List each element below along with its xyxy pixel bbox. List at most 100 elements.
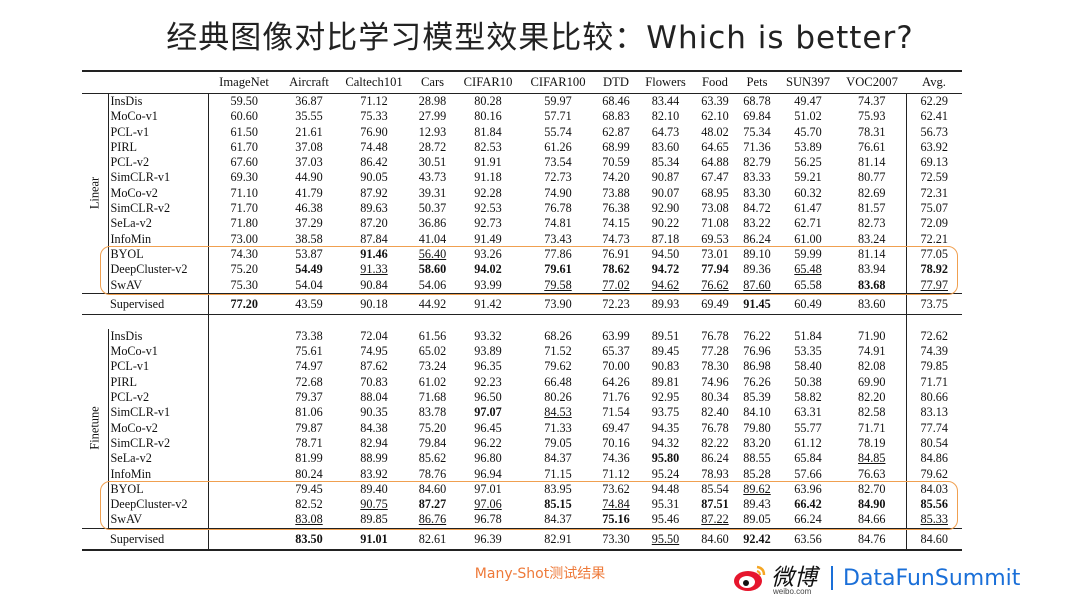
- gap-cell: [838, 314, 906, 329]
- table-cell: 93.26: [474, 246, 502, 261]
- table-cell: 91.46: [360, 246, 388, 261]
- table-cell: 78.92: [905, 262, 962, 278]
- method-name: PCL-v2: [110, 390, 150, 405]
- table-cell: 51.02: [794, 109, 822, 124]
- column-header: CIFAR10: [455, 70, 521, 94]
- method-name: SimCLR-v2: [110, 201, 171, 216]
- table-row: MoCo-v1 75.61 74.95 65.02 93.89 71.52 65.37 89.…: [82, 344, 962, 360]
- table-cell: 75.61: [295, 344, 323, 359]
- table-cell: 76.38: [602, 201, 630, 216]
- table-cell: 95.50: [637, 527, 694, 551]
- supervised-row: Supervised 77.20 43.59 90.18 44.92 91.42 73.90…: [82, 292, 962, 315]
- column-header: DTD: [595, 70, 637, 94]
- table-cell: 75.34: [743, 124, 771, 139]
- table-row: SeLa-v2 81.99 88.99 85.62 96.80 84.37 74.36 95.…: [82, 451, 962, 467]
- table-cell: 73.08: [701, 201, 729, 216]
- table-cell: 85.28: [743, 466, 771, 481]
- header-row: ImageNet Aircraft Caltech101 Cars CIFAR10 CIF…: [82, 70, 962, 94]
- table-cell: 90.75: [360, 497, 388, 512]
- table-cell: 70.59: [602, 155, 630, 170]
- table-cell: 86.76: [418, 512, 447, 527]
- table-cell: 58.40: [794, 359, 822, 374]
- brand-area: 微博 weibo.com DataFunSummit: [733, 560, 1020, 596]
- table-row: PCL-v2 79.37 88.04 71.68 96.50 80.26 71.76 92.9…: [82, 390, 962, 406]
- table-cell: 56.40: [418, 246, 447, 261]
- table-cell: 81.06: [295, 405, 323, 420]
- table-cell: 93.99: [474, 277, 502, 292]
- table-cell: 61.12: [794, 435, 822, 450]
- table-cell: 44.90: [295, 170, 323, 185]
- table-cell: 81.84: [474, 124, 502, 139]
- table-cell: 84.90: [858, 497, 886, 512]
- table-cell: 71.36: [743, 139, 771, 154]
- table-cell: [207, 390, 280, 406]
- table-cell: 78.19: [858, 435, 886, 450]
- table-cell: 39.31: [418, 185, 447, 200]
- table-cell: 59.21: [794, 170, 822, 185]
- table-cell: 80.24: [295, 466, 323, 481]
- table-cell: 72.21: [905, 231, 962, 247]
- table-cell: 68.78: [743, 94, 771, 108]
- table-cell: 77.86: [544, 246, 572, 261]
- table-cell: 73.43: [544, 231, 572, 246]
- table-cell: 78.93: [701, 466, 729, 481]
- table-cell: 96.94: [474, 466, 502, 481]
- table-cell: 61.02: [418, 374, 447, 389]
- table-cell: 74.15: [602, 216, 630, 231]
- table-cell: 83.33: [743, 170, 771, 185]
- table-row: DeepCluster-v2 75.20 54.49 91.33 58.60 94.02 7…: [82, 262, 962, 278]
- table-cell: 89.93: [637, 292, 694, 315]
- method-name: SeLa-v2: [110, 216, 152, 231]
- table-cell: 73.88: [602, 185, 630, 200]
- table-cell: 62.29: [905, 93, 962, 110]
- table-cell: 73.90: [521, 292, 595, 315]
- table-cell: 81.57: [858, 201, 886, 216]
- table-cell: 97.06: [474, 497, 502, 512]
- table-cell: 83.92: [360, 466, 388, 481]
- table-cell: 91.49: [474, 231, 502, 246]
- table-cell: 93.75: [651, 405, 680, 420]
- table-cell: 82.22: [701, 435, 729, 450]
- table-cell: 65.48: [794, 262, 822, 277]
- table-cell: 69.13: [905, 155, 962, 171]
- section-gap: [82, 314, 962, 329]
- table-cell: 72.04: [360, 328, 388, 343]
- table-row: InfoMin 80.24 83.92 78.76 96.94 71.15 71.12 95.…: [82, 466, 962, 482]
- table-cell: 49.47: [794, 94, 822, 108]
- table-cell: 64.73: [651, 124, 680, 139]
- table-cell: 91.18: [474, 170, 502, 185]
- table-cell: 76.78: [544, 201, 572, 216]
- gap-cell: [736, 314, 778, 329]
- table-cell: 89.43: [743, 497, 771, 512]
- table-cell: 80.26: [544, 390, 572, 405]
- table-cell: [207, 374, 280, 391]
- column-header: ImageNet: [208, 70, 280, 94]
- table-cell: 61.56: [418, 328, 447, 343]
- table-cell: 74.96: [701, 374, 729, 389]
- table-cell: 97.07: [474, 405, 502, 420]
- table-cell: 70.83: [360, 374, 388, 389]
- table-cell: 84.03: [905, 481, 962, 498]
- table-cell: 87.51: [701, 497, 729, 512]
- table-cell: 96.22: [474, 435, 502, 450]
- table-cell: 95.31: [651, 497, 680, 512]
- gap-cell: [694, 314, 736, 329]
- column-header: SUN397: [778, 70, 838, 94]
- method-name: MoCo-v2: [110, 420, 158, 435]
- table-cell: 78.31: [858, 124, 886, 139]
- table-cell: 71.15: [544, 466, 572, 481]
- table-cell: 92.90: [651, 201, 680, 216]
- table-cell: 85.62: [418, 451, 447, 466]
- table-cell: [207, 451, 280, 467]
- table-cell: 41.04: [418, 231, 447, 246]
- table-cell: 53.89: [794, 139, 822, 154]
- table-cell: 79.62: [905, 466, 962, 482]
- table-cell: 74.91: [858, 344, 886, 359]
- table-cell: 50.37: [418, 201, 447, 216]
- table-cell: 74.81: [544, 216, 572, 231]
- table-cell: 96.80: [474, 451, 502, 466]
- table-cell: 83.78: [418, 405, 447, 420]
- method-name: DeepCluster-v2: [110, 497, 188, 512]
- table-cell: 63.96: [794, 481, 822, 496]
- gap-cell: [280, 314, 338, 329]
